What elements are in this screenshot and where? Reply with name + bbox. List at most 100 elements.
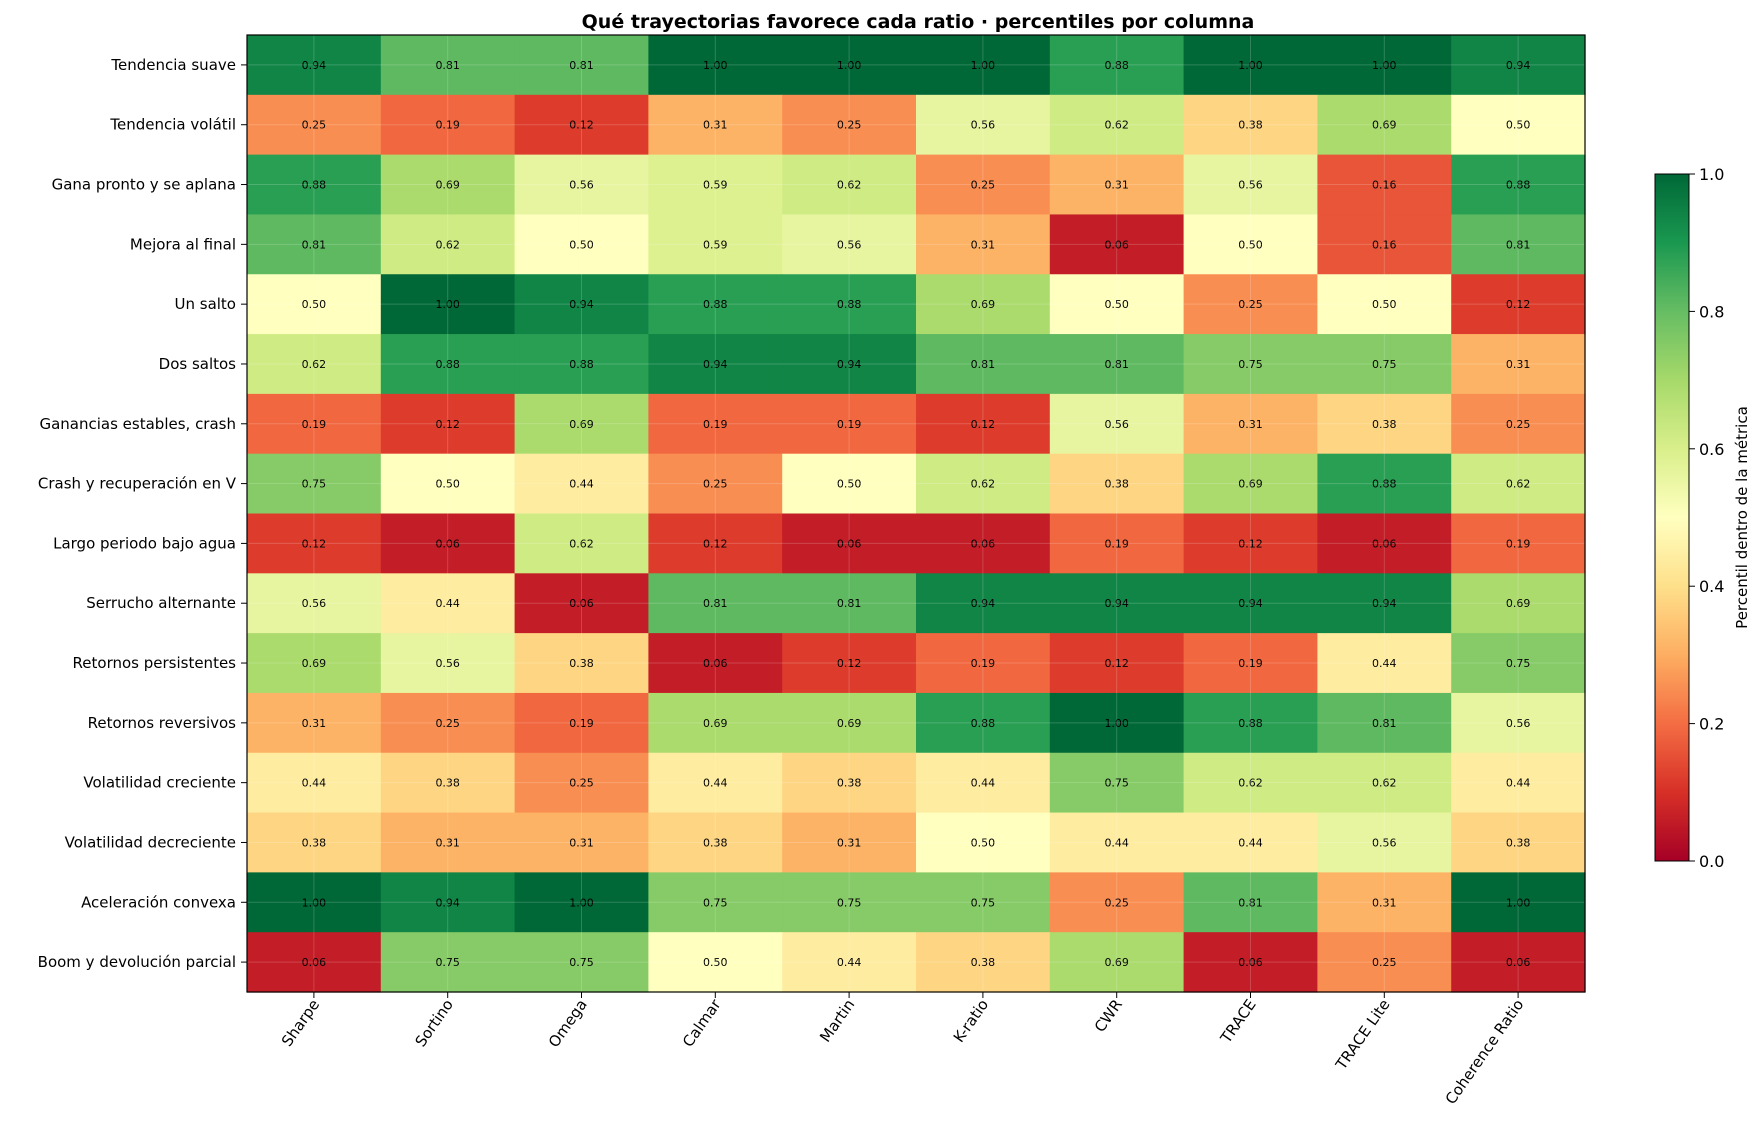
cell-value-label: 0.94 xyxy=(302,59,327,72)
heatmap-cell xyxy=(1451,513,1586,574)
cell-value-label: 0.81 xyxy=(435,59,460,72)
cell-value-label: 0.69 xyxy=(435,179,460,192)
cell-value-label: 0.38 xyxy=(971,956,996,969)
heatmap-cell xyxy=(648,334,783,395)
cell-value-label: 0.56 xyxy=(837,238,862,251)
cell-value-label: 0.31 xyxy=(435,836,460,849)
cell-value-label: 0.88 xyxy=(1506,179,1531,192)
heatmap-cell xyxy=(380,633,516,694)
heatmap-cell xyxy=(916,154,1051,216)
heatmap-cell xyxy=(782,94,917,156)
heatmap-cell xyxy=(916,214,1051,275)
heatmap-cell xyxy=(514,214,649,275)
heatmap-cell xyxy=(380,573,516,634)
heatmap-cell xyxy=(380,35,516,96)
heatmap-cell xyxy=(380,692,516,754)
cell-value-label: 0.50 xyxy=(1104,298,1129,311)
row-label: Tendencia suave xyxy=(110,56,236,74)
cell-value-label: 0.31 xyxy=(1104,179,1129,192)
heatmap-cell xyxy=(648,812,783,873)
heatmap-cell xyxy=(648,35,783,96)
cell-value-label: 0.62 xyxy=(1104,119,1129,132)
heatmap-cell xyxy=(648,214,783,275)
colorbar-tick-label: 0.6 xyxy=(1699,440,1724,459)
cell-value-label: 1.00 xyxy=(302,896,327,909)
heatmap-cell xyxy=(247,214,382,275)
heatmap-cell xyxy=(916,274,1051,335)
cell-value-label: 0.38 xyxy=(1506,836,1531,849)
heatmap-cell xyxy=(1451,752,1586,814)
heatmap-cell xyxy=(247,812,382,873)
cell-value-label: 0.06 xyxy=(1506,956,1531,969)
cell-value-label: 0.50 xyxy=(703,956,728,969)
cell-value-label: 0.25 xyxy=(1506,418,1531,431)
cell-value-label: 0.88 xyxy=(302,179,327,192)
cell-value-label: 0.75 xyxy=(703,896,728,909)
cell-value-label: 0.44 xyxy=(1104,836,1129,849)
cell-value-label: 0.94 xyxy=(1238,597,1263,610)
heatmap-cell xyxy=(782,334,917,395)
cell-value-label: 0.12 xyxy=(1506,298,1531,311)
heatmap-cell xyxy=(380,812,516,873)
heatmap-cell xyxy=(380,752,516,814)
row-label: Ganancias estables, crash xyxy=(39,415,236,433)
cell-value-label: 0.56 xyxy=(1104,418,1129,431)
cell-value-label: 0.06 xyxy=(569,597,594,610)
cell-value-label: 0.06 xyxy=(302,956,327,969)
cell-value-label: 0.44 xyxy=(837,956,862,969)
heatmap-cell xyxy=(514,633,649,694)
heatmap-cell xyxy=(380,932,516,993)
heatmap-cell xyxy=(1317,274,1452,335)
heatmap-cell xyxy=(380,154,516,216)
heatmap-cell xyxy=(1317,214,1452,275)
cell-value-label: 0.12 xyxy=(837,657,862,670)
heatmap-cell xyxy=(1049,752,1185,814)
heatmap-cell xyxy=(1049,274,1185,335)
heatmap-cell xyxy=(1183,154,1318,216)
heatmap-cell xyxy=(1317,932,1452,993)
heatmap-cell xyxy=(648,573,783,634)
cell-value-label: 0.62 xyxy=(1506,478,1531,491)
cell-value-label: 0.31 xyxy=(1506,358,1531,371)
cell-value-label: 0.56 xyxy=(971,119,996,132)
heatmap-cell xyxy=(380,274,516,335)
cell-value-label: 0.12 xyxy=(971,418,996,431)
heatmap-cell xyxy=(1451,573,1586,634)
cell-value-label: 0.62 xyxy=(837,179,862,192)
cell-value-label: 0.81 xyxy=(1104,358,1129,371)
cell-value-label: 0.75 xyxy=(971,896,996,909)
cell-value-label: 0.75 xyxy=(569,956,594,969)
heatmap-cell xyxy=(514,513,649,574)
row-label: Largo periodo bajo agua xyxy=(53,534,236,552)
cell-value-label: 1.00 xyxy=(1506,896,1531,909)
heatmap-cell xyxy=(247,274,382,335)
cell-value-label: 0.19 xyxy=(1238,657,1263,670)
cell-value-label: 0.69 xyxy=(1506,597,1531,610)
cell-value-label: 0.59 xyxy=(703,179,728,192)
cell-value-label: 0.56 xyxy=(1372,836,1397,849)
heatmap-cell xyxy=(1049,94,1185,156)
heatmap-cell xyxy=(1183,692,1318,754)
cell-value-label: 0.88 xyxy=(1238,717,1263,730)
heatmap-cell xyxy=(1183,633,1318,694)
column-label: Sortino xyxy=(411,996,456,1050)
cell-value-label: 0.38 xyxy=(1238,119,1263,132)
cell-value-label: 0.88 xyxy=(435,358,460,371)
chart-title: Qué trayectorias favorece cada ratio · p… xyxy=(582,11,1255,33)
heatmap-cell xyxy=(1317,393,1452,455)
cell-value-label: 0.62 xyxy=(971,478,996,491)
heatmap-cell xyxy=(247,573,382,634)
cell-value-label: 0.25 xyxy=(837,119,862,132)
cell-value-label: 0.81 xyxy=(302,238,327,251)
heatmap-cell xyxy=(247,453,382,515)
heatmap-cell xyxy=(1317,752,1452,814)
heatmap-cell xyxy=(1049,932,1185,993)
cell-value-label: 1.00 xyxy=(703,59,728,72)
row-label: Boom y devolución parcial xyxy=(38,953,236,971)
heatmap-cell xyxy=(1049,692,1185,754)
heatmap-cell xyxy=(1183,812,1318,873)
heatmap-cell xyxy=(1049,214,1185,275)
cell-value-label: 0.06 xyxy=(435,537,460,550)
cell-value-label: 0.25 xyxy=(1104,896,1129,909)
row-label: Volatilidad decreciente xyxy=(65,833,236,851)
